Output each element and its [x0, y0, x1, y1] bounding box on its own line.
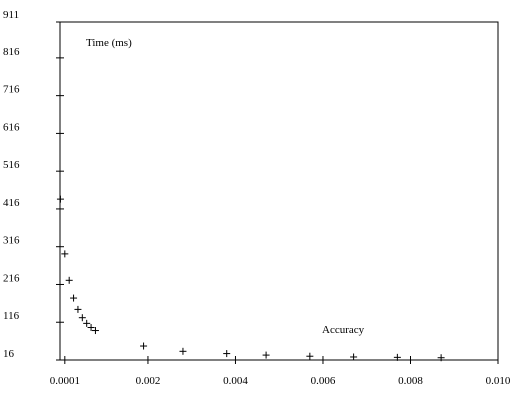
x-axis-label: Accuracy	[322, 324, 365, 336]
y-tick-label: 716	[3, 84, 20, 96]
x-tick-label: 0.006	[311, 375, 336, 387]
data-point	[65, 276, 73, 284]
x-tick-label: 0.004	[223, 375, 248, 387]
data-points	[56, 195, 445, 362]
data-point	[393, 353, 401, 361]
y-axis-label: Time (ms)	[86, 37, 132, 49]
data-point	[91, 327, 99, 335]
data-point	[262, 351, 270, 359]
y-tick-label: 316	[3, 235, 20, 247]
x-tick-label: 0.008	[398, 375, 423, 387]
data-point	[179, 347, 187, 355]
y-tick-label: 616	[3, 121, 20, 133]
x-tick-label: 0.0001	[50, 375, 80, 387]
y-tick-label: 16	[3, 348, 15, 360]
data-point	[223, 350, 231, 358]
data-point	[140, 342, 148, 350]
data-point	[61, 250, 69, 258]
y-axis: 16 116 216 316 416 516 616 716 816 911	[3, 9, 64, 361]
x-tick-label: 0.002	[136, 375, 161, 387]
data-point	[306, 352, 314, 360]
y-tick-label: 516	[3, 159, 20, 171]
plot-frame	[59, 21, 499, 361]
y-tick-label: 911	[3, 9, 19, 21]
y-tick-label: 416	[3, 197, 20, 209]
data-point	[350, 353, 358, 361]
x-tick-label: 0.010	[486, 375, 511, 387]
data-point	[56, 195, 64, 203]
y-tick-label: 116	[3, 310, 20, 322]
y-tick-label: 216	[3, 272, 20, 284]
x-axis: 0.0001 0.002 0.004 0.006 0.008 0.010	[50, 356, 511, 387]
data-point	[74, 305, 82, 313]
y-tick-label: 816	[3, 46, 20, 58]
data-point	[70, 294, 78, 302]
data-point	[87, 324, 95, 332]
data-point	[78, 314, 86, 322]
data-point	[437, 354, 445, 362]
data-point	[83, 319, 91, 327]
